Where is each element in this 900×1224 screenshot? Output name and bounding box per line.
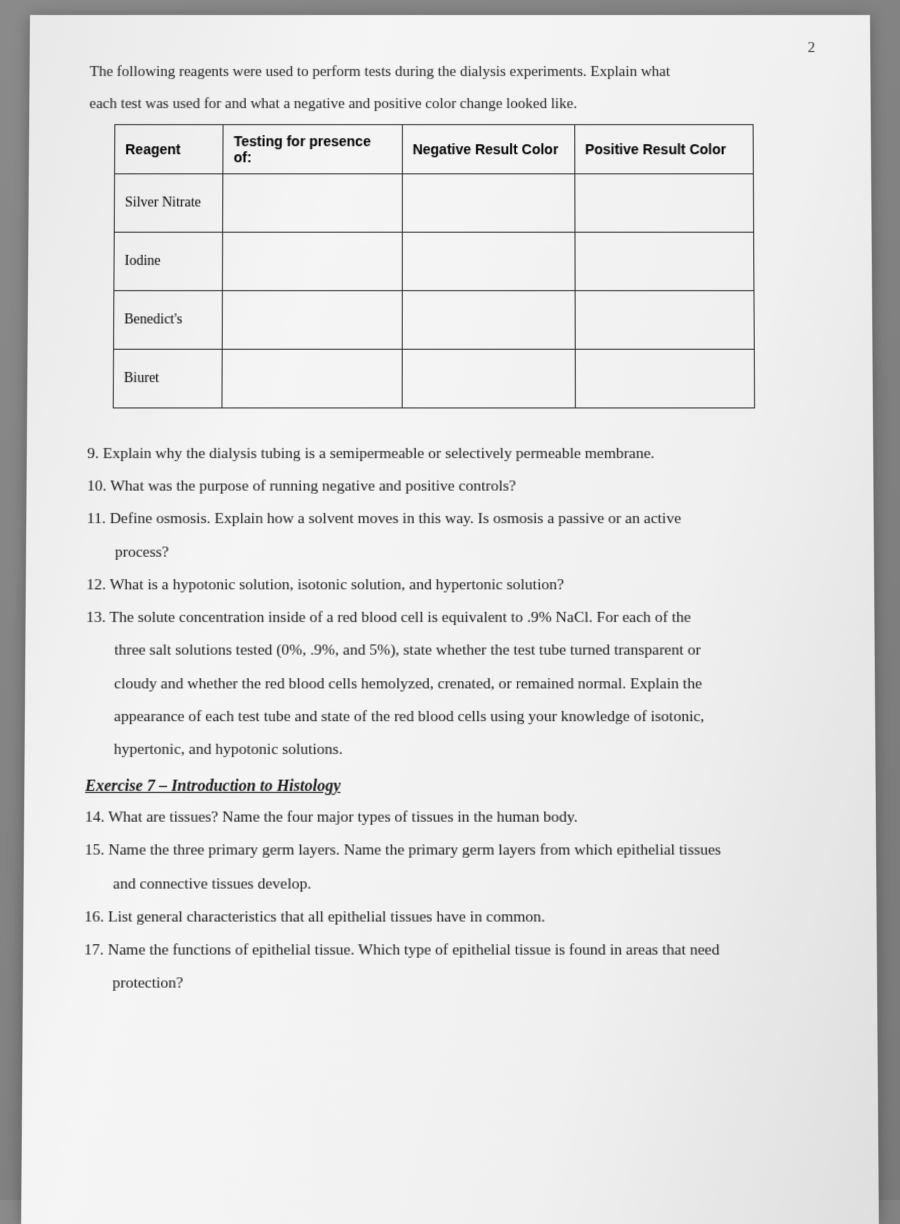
cell-reagent: Iodine — [114, 232, 223, 290]
questions-block-2: 14. What are tissues? Name the four majo… — [84, 802, 821, 999]
cell-positive — [575, 232, 754, 290]
cell-reagent: Biuret — [113, 349, 222, 408]
header-negative: Negative Result Color — [402, 125, 574, 174]
question-item: 11. Define osmosis. Explain how a solven… — [87, 504, 819, 535]
table-header-row: Reagent Testing for presence of: Negativ… — [115, 125, 754, 174]
table-row: Iodine — [114, 232, 754, 290]
header-testing: Testing for presence of: — [223, 125, 402, 174]
cell-testing — [222, 349, 402, 408]
question-continuation: and connective tissues develop. — [84, 869, 820, 900]
question-item: 13. The solute concentration inside of a… — [86, 603, 819, 634]
cell-testing — [223, 174, 402, 232]
reagent-table: Reagent Testing for presence of: Negativ… — [113, 124, 755, 408]
table-row: Benedict's — [114, 291, 755, 350]
worksheet-page: 2 The following reagents were used to pe… — [21, 15, 879, 1224]
cell-negative — [402, 232, 575, 290]
question-item: 14. What are tissues? Name the four majo… — [85, 802, 820, 833]
question-continuation: cloudy and whether the red blood cells h… — [86, 669, 820, 700]
question-continuation: process? — [87, 537, 819, 568]
header-reagent: Reagent — [115, 125, 224, 174]
table-row: Silver Nitrate — [114, 174, 753, 232]
intro-line-1: The following reagents were used to perf… — [90, 60, 816, 84]
exercise-heading: Exercise 7 – Introduction to Histology — [85, 778, 820, 796]
question-item: 17. Name the functions of epithelial tis… — [84, 935, 821, 966]
question-item: 12. What is a hypotonic solution, isoton… — [86, 570, 818, 601]
question-continuation: protection? — [84, 968, 821, 999]
questions-block-1: 9. Explain why the dialysis tubing is a … — [85, 439, 819, 766]
question-item: 10. What was the purpose of running nega… — [87, 472, 818, 503]
cell-testing — [223, 232, 402, 290]
question-continuation: three salt solutions tested (0%, .9%, an… — [86, 636, 819, 667]
cell-negative — [402, 291, 575, 350]
cell-testing — [222, 291, 401, 350]
cell-reagent: Benedict's — [114, 291, 223, 350]
question-continuation: appearance of each test tube and state o… — [85, 701, 819, 732]
cell-negative — [402, 349, 575, 408]
cell-positive — [575, 291, 755, 350]
cell-reagent: Silver Nitrate — [114, 174, 223, 232]
question-item: 9. Explain why the dialysis tubing is a … — [87, 439, 818, 470]
table-body: Silver Nitrate Iodine Benedict's Biuret — [113, 174, 754, 408]
cell-positive — [575, 349, 755, 408]
cell-positive — [574, 174, 753, 232]
question-item: 16. List general characteristics that al… — [84, 902, 821, 933]
table-row: Biuret — [113, 349, 754, 408]
question-continuation: hypertonic, and hypotonic solutions. — [85, 734, 819, 765]
page-number: 2 — [808, 40, 816, 57]
header-positive: Positive Result Color — [574, 125, 753, 174]
intro-line-2: each test was used for and what a negati… — [89, 92, 815, 116]
question-item: 15. Name the three primary germ layers. … — [85, 836, 821, 867]
cell-negative — [402, 174, 575, 232]
